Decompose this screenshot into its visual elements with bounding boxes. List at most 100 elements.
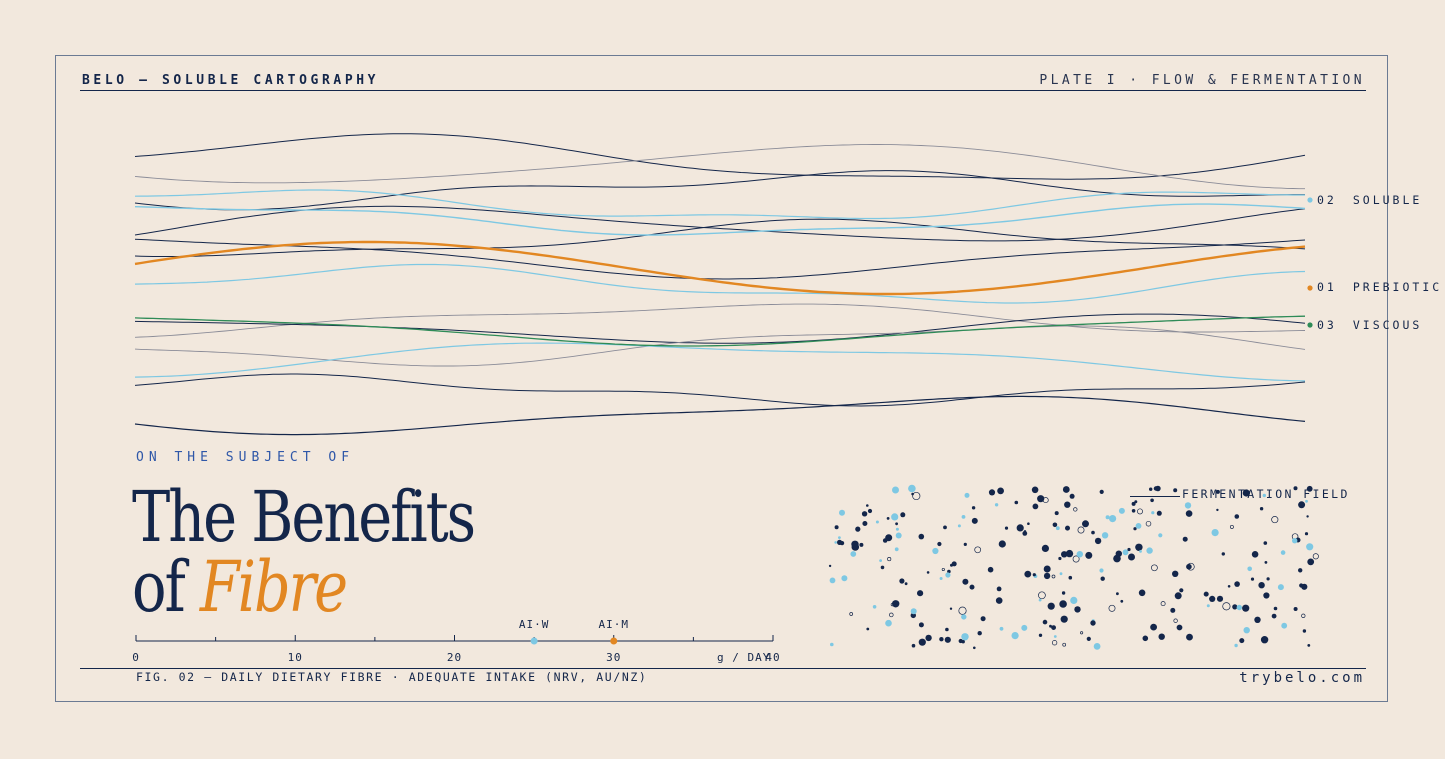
flow-line — [134, 395, 1306, 436]
fermentation-dot — [1232, 604, 1238, 610]
legend-prebiotic-number: 01 — [1317, 280, 1337, 294]
fermentation-dot — [1085, 551, 1093, 559]
fermentation-dot — [1120, 599, 1124, 603]
fermentation-dot — [980, 616, 986, 622]
fermentation-dot — [910, 612, 916, 619]
fermentation-dot — [947, 569, 951, 574]
flow-line — [134, 205, 1306, 242]
fermentation-dot — [1093, 643, 1101, 650]
fermentation-dot — [1080, 631, 1084, 635]
fermentation-dot — [995, 597, 1003, 604]
fermentation-dot — [1277, 584, 1284, 591]
fermentation-dot — [1215, 489, 1220, 494]
fermentation-dot — [1105, 515, 1110, 520]
title-accent: Fibre — [199, 546, 348, 628]
fermentation-dot — [1022, 531, 1028, 536]
fermentation-dot — [1139, 550, 1142, 553]
fermentation-dot — [1070, 596, 1078, 605]
fermentation-dot — [1149, 487, 1153, 491]
fermentation-dot — [962, 578, 969, 585]
fermentation-dot — [1239, 638, 1245, 644]
fermentation-dot — [1301, 583, 1308, 590]
fermentation-dot — [1043, 572, 1051, 580]
fermentation-dot — [918, 638, 926, 646]
fermentation-dot — [1179, 588, 1184, 593]
fermentation-dot — [1059, 572, 1063, 576]
fermentation-dot — [1151, 564, 1158, 572]
title-prefix: of — [132, 546, 200, 628]
fermentation-dot — [943, 525, 947, 530]
legend-viscous: 03 VISCOUS — [1317, 318, 1422, 332]
fermentation-dot — [1054, 511, 1059, 516]
fermentation-dot — [1184, 502, 1192, 509]
fermentation-dot — [1099, 489, 1104, 494]
fermentation-dot — [1209, 595, 1216, 603]
fermentation-dot — [1173, 618, 1178, 623]
fermentation-dot — [1038, 598, 1042, 602]
fermentation-dot — [1145, 520, 1152, 527]
brand-title: BELO — SOLUBLE CARTOGRAPHY — [82, 73, 380, 88]
fermentation-dot — [1262, 493, 1267, 498]
intake-marker — [530, 637, 538, 645]
fermentation-dot — [1127, 547, 1131, 552]
fermentation-dot — [1263, 592, 1270, 599]
site-url: trybelo.com — [1239, 670, 1365, 686]
fermentation-dot — [1109, 515, 1117, 523]
fermentation-dot — [917, 590, 924, 597]
fermentation-dot — [1061, 591, 1066, 595]
fermentation-dot — [850, 551, 857, 557]
legend-prebiotic-label: PREBIOTIC — [1352, 280, 1443, 294]
fermentation-dot — [1234, 643, 1238, 648]
fermentation-dot — [1302, 629, 1307, 633]
fermentation-dot — [1051, 574, 1056, 579]
fermentation-dot — [839, 509, 845, 516]
fermentation-dot — [849, 612, 854, 616]
fermentation-dot — [932, 547, 939, 555]
fermentation-dot — [1073, 507, 1078, 512]
fermentation-dot — [1307, 558, 1315, 566]
fermentation-dot — [1306, 485, 1313, 492]
footer-rule — [80, 668, 1366, 669]
fermentation-dot — [1156, 510, 1162, 516]
fermentation-dot — [1065, 525, 1070, 531]
fermentation-dot — [1052, 522, 1058, 528]
fermentation-dot — [1264, 561, 1268, 564]
flow-line — [134, 373, 1306, 407]
fermentation-dot — [834, 541, 837, 544]
fermentation-dot — [1047, 602, 1055, 610]
flow-line — [134, 313, 1306, 344]
intake-marker — [610, 637, 618, 645]
flow-line — [134, 133, 1306, 180]
fermentation-dot — [1263, 541, 1268, 545]
fermentation-dot — [996, 586, 1002, 592]
prebiotic-line-end-marker — [1307, 285, 1313, 291]
fermentation-dot — [1158, 633, 1165, 640]
fermentation-dot — [1273, 606, 1278, 611]
fermentation-dot — [1131, 501, 1136, 506]
fermentation-dot — [971, 517, 978, 524]
flow-line — [134, 189, 1305, 220]
fermentation-dot — [949, 607, 953, 610]
intake-tick-label: 30 — [606, 651, 621, 664]
fermentation-dot — [1216, 595, 1224, 602]
header-rule — [80, 90, 1366, 91]
fermentation-dot — [1216, 508, 1219, 512]
fermentation-dot — [988, 489, 996, 496]
fermentation-dot — [1041, 544, 1049, 553]
plate-frame — [55, 55, 1388, 702]
fermentation-dot — [886, 517, 890, 520]
fermentation-dot — [1186, 562, 1195, 571]
fermentation-dot — [1146, 547, 1153, 554]
fermentation-dot — [867, 508, 873, 514]
fermentation-dot — [1043, 565, 1051, 573]
fermentation-dot — [1292, 538, 1298, 544]
fermentation-dot — [999, 626, 1004, 631]
fermentation-dot — [1293, 486, 1298, 491]
fermentation-dot — [1221, 552, 1226, 556]
fermentation-dot — [958, 606, 967, 615]
intake-unit-label: g / DAY — [717, 651, 770, 664]
legend-soluble-label: SOLUBLE — [1352, 193, 1423, 207]
fermentation-dot — [945, 572, 951, 578]
intake-tick-label: 20 — [447, 651, 462, 664]
